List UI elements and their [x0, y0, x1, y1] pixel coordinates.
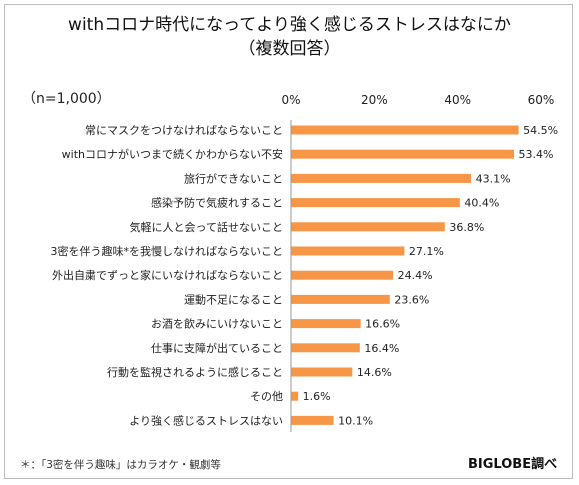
category-label: 3密を伴う趣味*を我慢しなければならないこと — [51, 244, 284, 258]
category-label: 外出自粛でずっと家にいなければならないこと — [52, 268, 283, 282]
bar — [291, 222, 445, 232]
value-label: 10.1% — [338, 414, 373, 427]
sample-size-label: （n=1,000） — [22, 91, 111, 107]
value-label: 43.1% — [476, 172, 511, 185]
category-label: withコロナがいつまで続くかわからない不安 — [62, 147, 283, 161]
category-label: お酒を飲みにいけないこと — [151, 317, 283, 331]
bar — [291, 319, 361, 329]
value-label: 1.6% — [303, 390, 331, 403]
chart-frame — [4, 4, 573, 479]
chart-subtitle: （複数回答） — [238, 39, 341, 59]
x-tick-label: 0% — [281, 93, 300, 107]
bar — [291, 415, 334, 425]
bar — [291, 270, 394, 280]
bar — [291, 149, 514, 159]
category-label: 常にマスクをつけなければならないこと — [85, 124, 283, 137]
value-label: 54.5% — [523, 124, 558, 137]
value-label: 40.4% — [464, 197, 499, 210]
category-label: その他 — [250, 390, 283, 403]
value-label: 36.8% — [449, 221, 484, 234]
bar — [291, 343, 360, 353]
bar — [291, 125, 519, 135]
x-tick-label: 20% — [361, 93, 388, 107]
value-label: 16.6% — [365, 318, 400, 331]
chart-title: withコロナ時代になってより強く感じるストレスはなにか — [68, 15, 511, 35]
bar — [291, 391, 299, 401]
bar — [291, 294, 390, 304]
value-label: 27.1% — [409, 245, 444, 258]
x-tick-label: 40% — [444, 93, 471, 107]
category-label: 気軽に人と会って話せないこと — [130, 220, 283, 234]
source-label: BIGLOBE調べ — [468, 457, 558, 472]
value-label: 23.6% — [394, 293, 429, 306]
category-label: 行動を監視されるように感じること — [107, 365, 283, 379]
bar — [291, 198, 460, 208]
footnote: ＊：「3密を伴う趣味」はカラオケ・観劇等 — [20, 459, 221, 471]
category-label: 旅行ができないこと — [184, 171, 283, 185]
category-label: 運動不足になること — [184, 292, 283, 306]
value-label: 53.4% — [519, 148, 554, 161]
bar — [291, 367, 353, 377]
value-label: 16.4% — [364, 342, 399, 355]
x-tick-label: 60% — [528, 93, 555, 107]
value-label: 24.4% — [398, 269, 433, 282]
category-label: 仕事に支障が出ていること — [151, 341, 283, 355]
category-label: 感染予防で気疲れすること — [151, 196, 283, 210]
value-label: 14.6% — [357, 366, 392, 379]
bar — [291, 246, 405, 256]
category-label: より強く感じるストレスはない — [129, 414, 283, 427]
bar — [291, 173, 472, 183]
